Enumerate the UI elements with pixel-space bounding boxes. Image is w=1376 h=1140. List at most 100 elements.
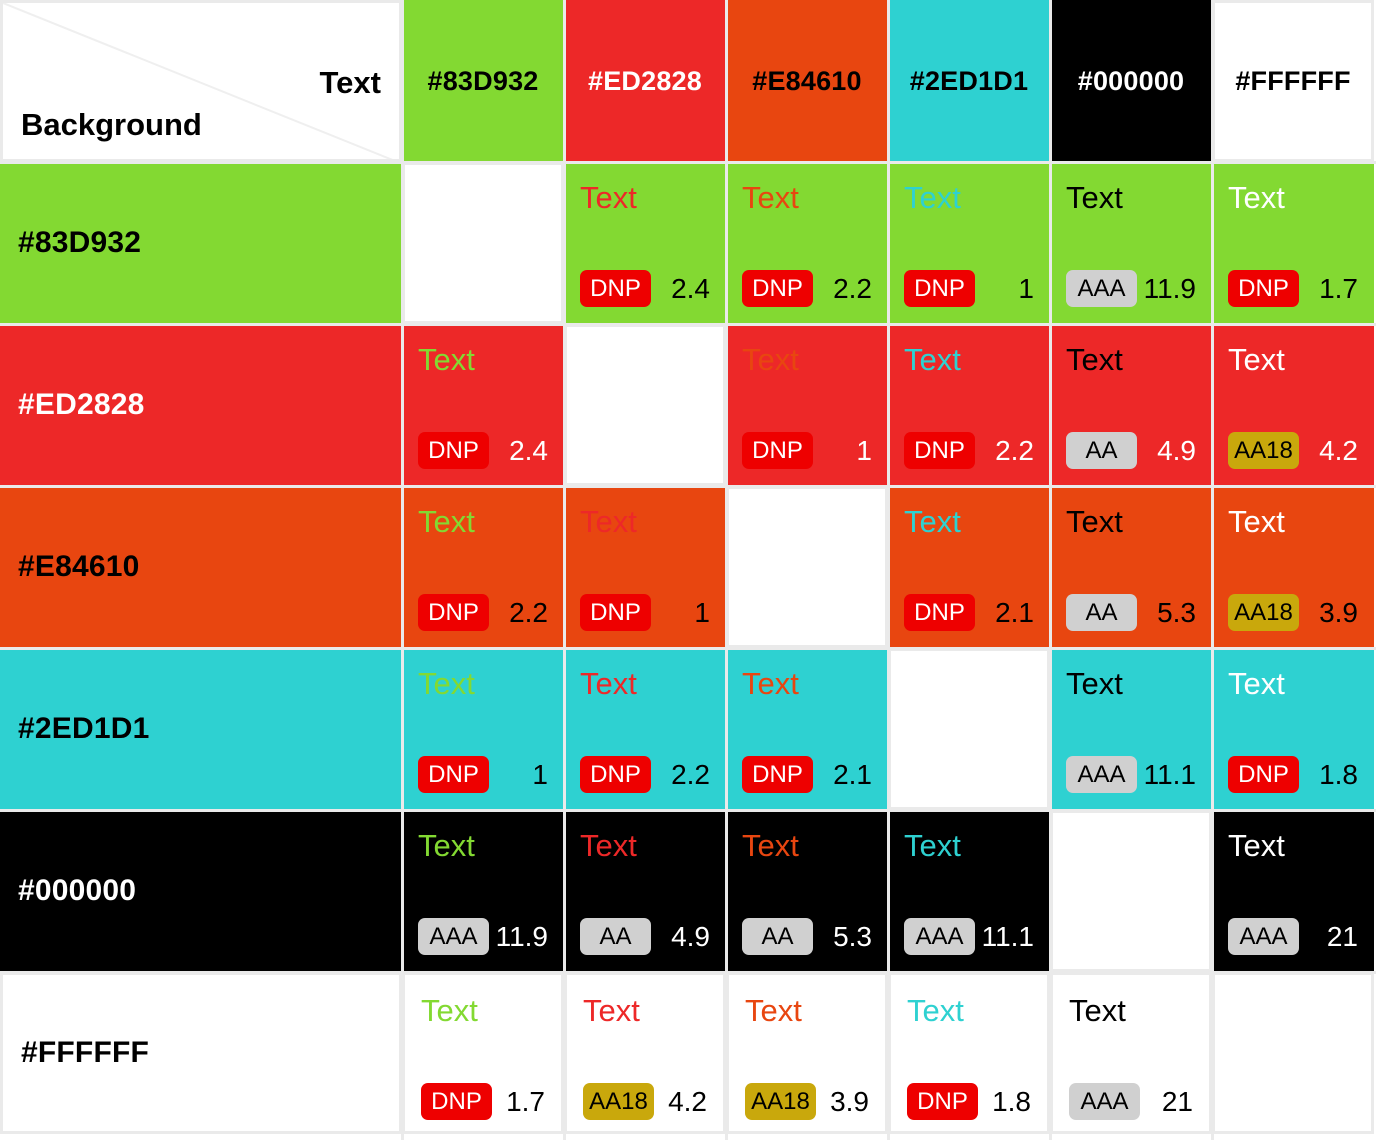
sample-text: Text [742,342,799,377]
contrast-cell: Text AA18 3.9 [1212,486,1374,648]
rating-badge: DNP [742,756,813,793]
contrast-ratio: 1.7 [1319,272,1358,304]
contrast-ratio: 2.2 [671,758,710,790]
contrast-cell: Text DNP 1 [726,324,888,486]
grid-line-vertical [401,0,404,1140]
column-header-1: #ED2828 [564,0,726,162]
row-header-0: #83D932 [0,162,402,324]
contrast-cell: Text DNP 2.1 [726,648,888,810]
grid-line-horizontal [0,161,1376,164]
rating-badge: AAA [418,918,489,955]
sample-text: Text [418,342,475,377]
sample-text: Text [1066,180,1123,215]
empty-diagonal-cell [402,162,564,324]
contrast-ratio: 1.8 [992,1085,1031,1117]
empty-diagonal-cell [1050,810,1212,972]
sample-text: Text [1228,180,1285,215]
sample-text: Text [1228,342,1285,377]
rating-badge: DNP [1228,270,1299,307]
contrast-ratio: 1 [694,596,710,628]
sample-text: Text [1066,342,1123,377]
sample-text: Text [418,828,475,863]
sample-text: Text [418,504,475,539]
column-header-2: #E84610 [726,0,888,162]
contrast-ratio: 3.9 [830,1085,869,1117]
rating-badge: AA18 [583,1083,654,1120]
corner-cell: Text Background [0,0,402,162]
contrast-ratio: 2.2 [509,596,548,628]
rating-badge: DNP [907,1083,978,1120]
contrast-ratio: 1 [856,434,872,466]
contrast-ratio: 2.4 [671,272,710,304]
sample-text: Text [742,666,799,701]
sample-text: Text [1228,828,1285,863]
contrast-ratio: 11.9 [495,920,548,952]
sample-text: Text [745,993,802,1028]
contrast-cell: Text DNP 1.7 [1212,162,1374,324]
contrast-cell: Text AAA 11.9 [1050,162,1212,324]
rating-badge: AA18 [1228,432,1299,469]
rating-badge: DNP [418,432,489,469]
empty-diagonal-cell [1212,972,1374,1134]
contrast-cell: Text DNP 1.8 [888,972,1050,1134]
sample-text: Text [904,180,961,215]
column-header-4: #000000 [1050,0,1212,162]
sample-text: Text [583,993,640,1028]
contrast-ratio: 4.9 [671,920,710,952]
rating-badge: AAA [1066,270,1137,307]
empty-diagonal-cell [726,486,888,648]
contrast-cell: Text AA 4.9 [1050,324,1212,486]
sample-text: Text [1069,993,1126,1028]
contrast-cell: Text DNP 2.2 [564,648,726,810]
grid-line-vertical [1049,0,1052,1140]
row-header-4: #000000 [0,810,402,972]
contrast-ratio: 4.9 [1157,434,1196,466]
rating-badge: DNP [904,594,975,631]
grid-line-horizontal [0,323,1376,326]
rating-badge: DNP [1228,756,1299,793]
sample-text: Text [580,828,637,863]
sample-text: Text [1228,504,1285,539]
row-axis-label: Background [21,107,202,142]
contrast-ratio: 2.1 [833,758,872,790]
grid-line-vertical [1211,0,1214,1140]
contrast-cell: Text AA18 4.2 [1212,324,1374,486]
contrast-cell: Text DNP 2.4 [564,162,726,324]
empty-diagonal-cell [888,648,1050,810]
contrast-ratio: 5.3 [1157,596,1196,628]
contrast-cell: Text AA18 3.9 [726,972,888,1134]
contrast-cell: Text AA 5.3 [1050,486,1212,648]
rating-badge: DNP [418,756,489,793]
rating-badge: DNP [580,270,651,307]
grid-line-horizontal [0,971,1376,974]
grid-line-horizontal [0,647,1376,650]
sample-text: Text [1066,504,1123,539]
contrast-cell: Text DNP 2.2 [726,162,888,324]
contrast-cell: Text AAA 21 [1212,810,1374,972]
contrast-ratio: 4.2 [1319,434,1358,466]
contrast-ratio: 21 [1161,1085,1193,1117]
contrast-ratio: 1.8 [1319,758,1358,790]
contrast-ratio: 5.3 [833,920,872,952]
sample-text: Text [904,504,961,539]
rating-badge: DNP [904,270,975,307]
sample-text: Text [907,993,964,1028]
sample-text: Text [1066,666,1123,701]
row-header-3: #2ED1D1 [0,648,402,810]
contrast-ratio: 2.4 [509,434,548,466]
sample-text: Text [580,504,637,539]
contrast-ratio: 11.9 [1143,272,1196,304]
sample-text: Text [742,180,799,215]
sample-text: Text [904,342,961,377]
rating-badge: AA18 [1228,594,1299,631]
grid-line-horizontal [0,485,1376,488]
rating-badge: AA [742,918,813,955]
contrast-cell: Text DNP 1 [888,162,1050,324]
rating-badge: AA [1066,432,1137,469]
grid-line-vertical [725,0,728,1140]
diagonal-divider [3,3,393,159]
row-header-1: #ED2828 [0,324,402,486]
rating-badge: DNP [418,594,489,631]
rating-badge: AA [1066,594,1137,631]
